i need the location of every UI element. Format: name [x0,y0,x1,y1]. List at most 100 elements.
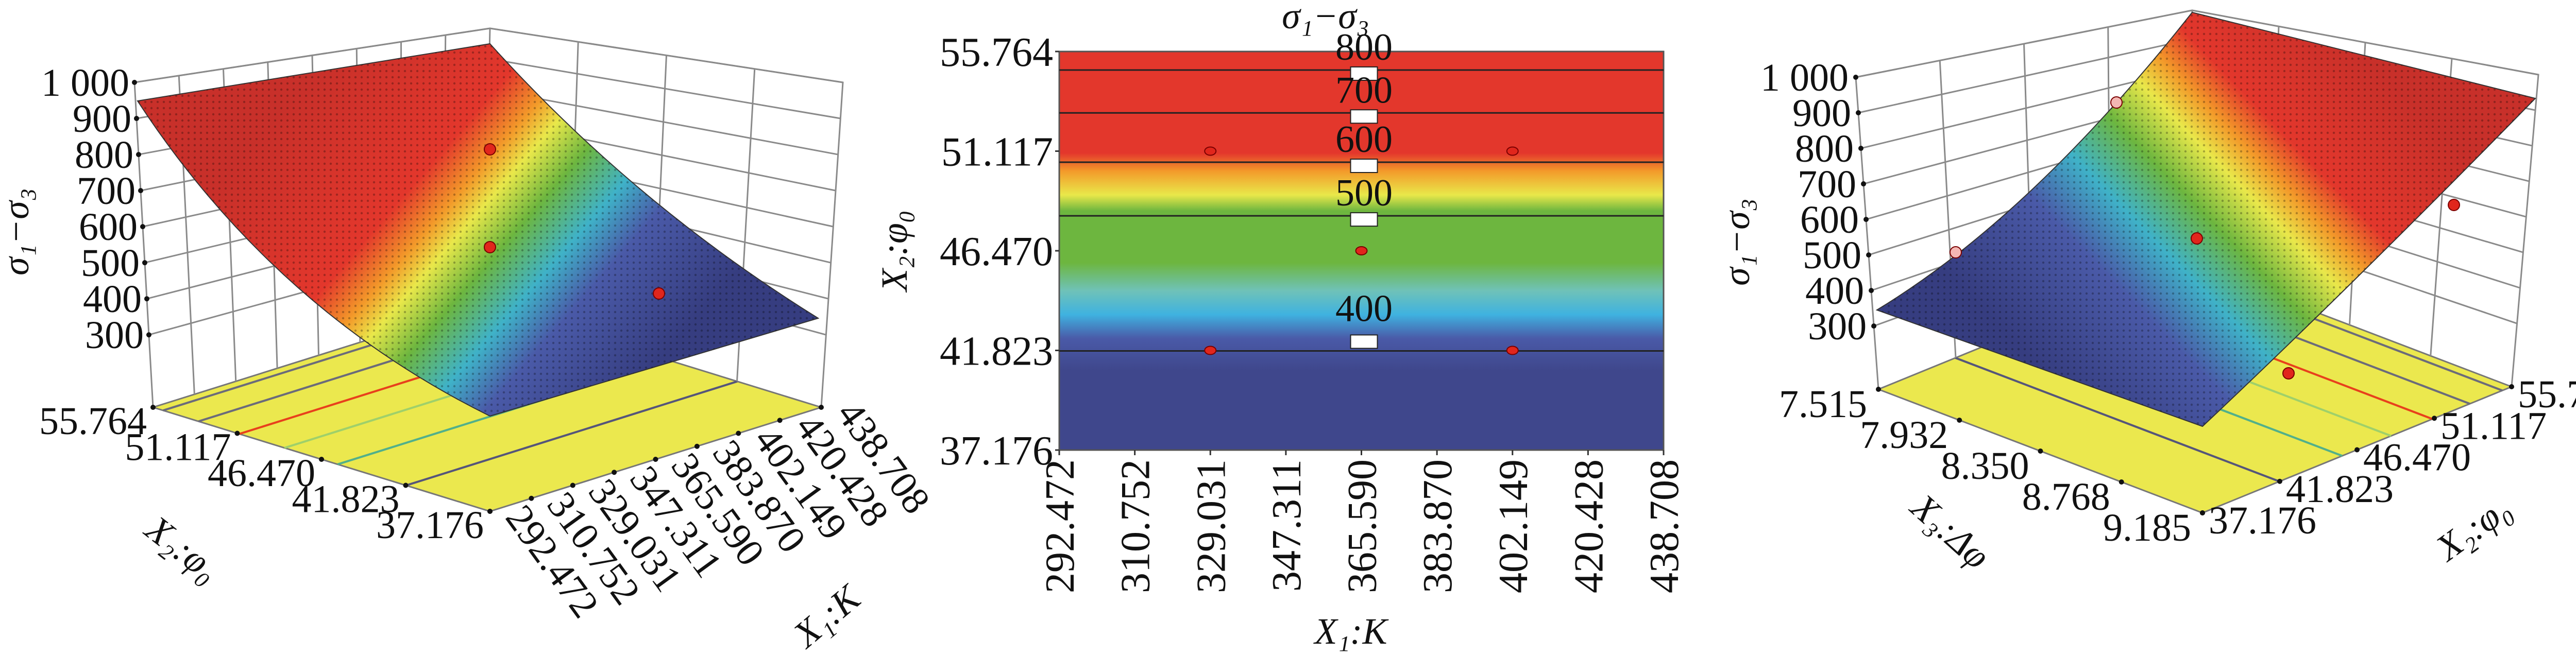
y-tick-label: 51.117 [941,130,1053,175]
z-tick-mark [1866,252,1872,258]
contour-label: 600 [1335,118,1393,161]
y-tick-label: 37.176 [376,504,484,547]
design-point [484,241,496,253]
design-point [1204,146,1217,156]
z-tick-mark [1861,181,1867,187]
z-tick-label: 300 [1808,305,1867,348]
contour-label: 700 [1335,69,1393,111]
z-tick-label: 600 [79,205,138,249]
z-tick-mark [132,80,137,85]
x-tick-label: 7.515 [1779,383,1867,426]
axis-tick-mark [1876,387,1881,392]
axis-tick-mark [487,509,493,514]
surface-mesh-texture [1877,12,2535,426]
z-tick-label: 900 [73,97,131,141]
axis-tick-mark [1957,418,1962,423]
x-tick-label: 329.031 [1189,459,1234,593]
axis-tick-mark [612,470,617,475]
y-tick-label: 55.764 [2518,373,2576,416]
x-tick-label: 347.311 [1264,459,1310,592]
z-tick-label: 800 [1795,127,1854,170]
contour-label: 400 [1335,287,1393,330]
z-tick-mark [1871,323,1877,329]
contour-label-box [1350,66,1378,81]
x-tick-label: 9.185 [2103,506,2191,549]
x-tick-label: 438.708 [1642,459,1687,593]
design-point [1355,246,1368,255]
axis-tick-mark [319,457,324,462]
contour-label-box [1350,109,1378,124]
y-tick-label: 51.117 [2441,404,2547,447]
z-tick-label: 300 [85,314,144,357]
y-tick-label: 37.176 [940,428,1053,474]
x-tick-label: 383.870 [1415,459,1461,593]
x-axis-label: X₁:K [1313,611,1389,652]
axis-tick-mark [777,418,783,423]
z-tick-mark [1853,75,1858,80]
z-tick-mark [138,188,143,194]
design-point [1506,346,1519,355]
z-tick-label: 800 [75,133,133,177]
axis-tick-mark [2354,447,2360,453]
z-tick-label: 900 [1792,92,1851,135]
z-tick-mark [144,296,149,302]
axis-tick-mark [403,482,409,488]
y-tick-label: 41.823 [292,478,400,521]
chart-title: σ₁−σ₃ [1282,0,1369,37]
z-tick-mark [1856,110,1861,116]
y-axis-label: X₂:φ₀ [137,507,228,590]
axis-tick-mark [570,482,575,488]
x-tick-label: 8.768 [2022,475,2110,519]
design-point [1506,146,1519,156]
design-point [2282,367,2295,380]
axis-tick-mark [819,405,824,410]
y-axis-label: X₂:φ₀ [2427,488,2518,570]
z-tick-label: 1 000 [41,61,129,105]
y-tick-label: 55.764 [940,30,1053,75]
x-tick-label: 402.149 [1491,459,1536,593]
contour-label-box [1350,212,1378,227]
z-axis-label: σ₁−σ₃ [1716,198,1757,286]
x-tick-label: 310.752 [1113,459,1159,593]
axis-tick-mark [2119,479,2124,485]
z-tick-mark [1869,288,1874,294]
z-tick-mark [1858,146,1864,151]
x-axis-label: X₃:Δφ [1902,485,1998,577]
axis-tick-mark [653,457,658,462]
axis-tick-mark [694,443,700,449]
axis-tick-mark [736,430,741,436]
y-tick-label: 55.764 [39,400,147,443]
y-tick-label: 46.470 [2363,436,2471,479]
x-tick-label: 7.932 [1860,413,1948,457]
axis-tick-mark [2432,416,2437,421]
z-tick-label: 500 [81,242,140,285]
contour-label: 800 [1335,26,1393,68]
x-tick-label: 292.472 [1038,459,1083,593]
z-tick-label: 1 000 [1760,56,1849,99]
y-axis-label: X₂:φ₀ [874,210,915,293]
floor-contour-line [1955,357,2280,482]
z-tick-mark [133,116,139,122]
z-axis-label: σ₁−σ₃ [0,188,37,275]
z-tick-label: 700 [1798,163,1856,206]
y-tick-label: 46.470 [940,229,1053,274]
y-tick-label: 51.117 [125,426,231,469]
x-tick-label: 365.590 [1340,459,1385,593]
y-tick-label: 46.470 [208,452,315,495]
floor-contour-line [405,380,738,487]
z-tick-mark [140,224,145,230]
design-point [2110,96,2123,109]
z-tick-mark [1863,217,1869,222]
y-tick-label: 41.823 [940,329,1053,374]
design-point [484,143,496,156]
x-axis-label: X₁:K [785,576,870,655]
y-tick-label: 41.823 [2286,468,2394,511]
axis-tick-mark [529,495,534,501]
z-gridline [1855,9,2539,78]
z-tick-label: 400 [83,278,142,321]
contour-label-box [1350,159,1378,174]
